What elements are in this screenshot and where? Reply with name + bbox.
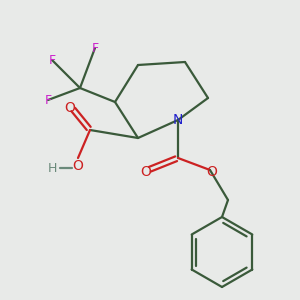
Text: H: H: [47, 161, 57, 175]
Text: O: O: [64, 101, 75, 115]
Text: F: F: [44, 94, 52, 106]
Text: N: N: [173, 113, 183, 127]
Text: O: O: [73, 159, 83, 173]
Text: F: F: [92, 41, 99, 55]
Text: F: F: [48, 53, 56, 67]
Text: O: O: [141, 165, 152, 179]
Text: O: O: [207, 165, 218, 179]
